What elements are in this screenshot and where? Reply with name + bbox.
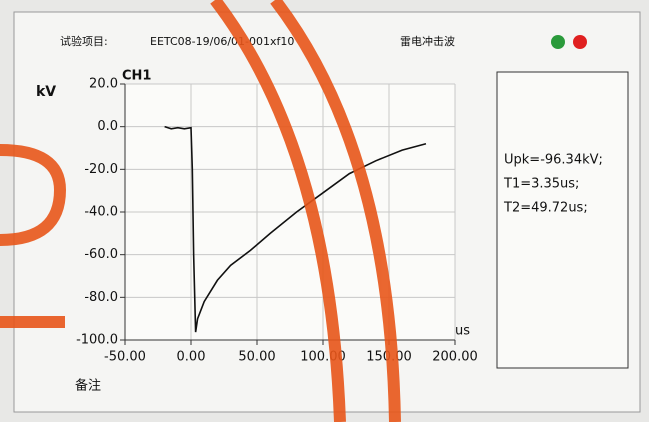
item-value: EETC08-19/06/01-001xf10 [150,35,294,48]
results-box [496,71,629,369]
item-label: 试验项目: [60,34,108,48]
y-axis-label: kV [36,84,56,100]
y-tick-label: -80.0 [84,290,118,305]
x-tick-label: 200.00 [432,350,478,365]
wave-type: 雷电冲击波 [400,34,455,48]
status-red [573,35,587,49]
y-tick-label: -60.0 [84,247,118,262]
result: Upk=-96.34kV; [504,153,603,168]
y-tick-label: 20.0 [89,77,118,92]
y-tick-label: -40.0 [84,205,118,220]
y-tick-label: 0.0 [97,119,118,134]
x-axis-label: us [455,324,470,339]
remark: 备注 [75,378,101,394]
channel-label: CH1 [122,69,151,84]
data-line [164,125,427,333]
status-green [551,35,565,49]
watermark-arcs [0,0,401,422]
x-tick-label: -50.00 [104,350,146,365]
x-tick-label: 0.00 [177,350,206,365]
result: T2=49.72us; [503,201,588,216]
result: T1=3.35us; [503,177,579,192]
x-tick-label: 50.00 [238,350,275,365]
y-tick-label: -20.0 [84,162,118,177]
y-tick-label: -100.0 [76,333,118,348]
